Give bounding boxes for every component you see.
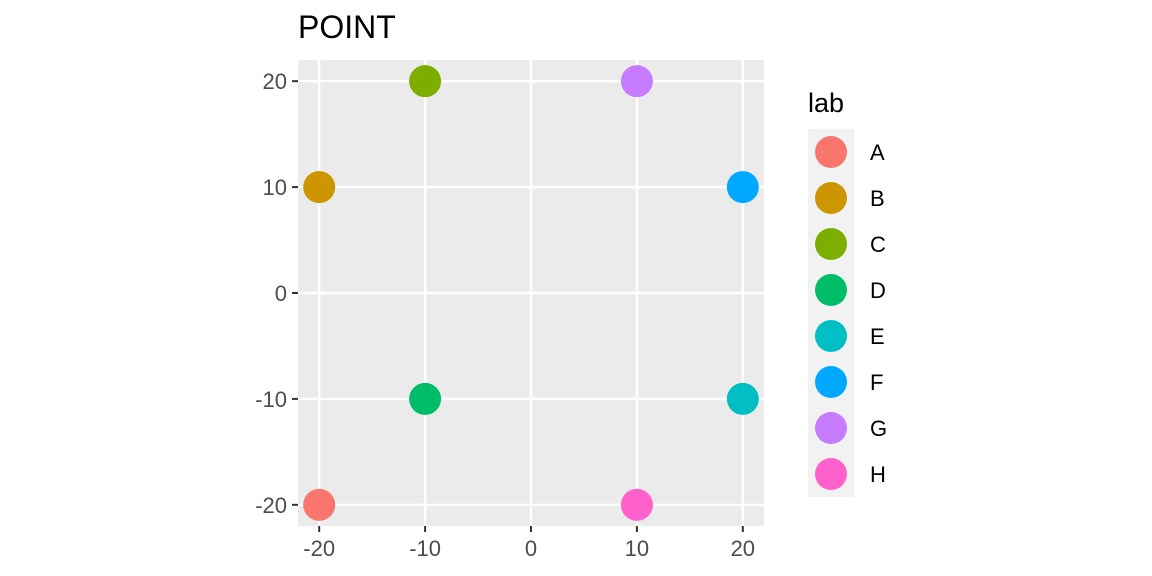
x-tick-label: 20 [731,536,755,561]
legend-label-f: F [870,370,883,395]
data-point-b [303,171,336,204]
legend-label-h: H [870,462,886,487]
legend-key-a [815,136,847,168]
legend-label-d: D [870,278,886,303]
x-tick-label: 0 [525,536,537,561]
y-tick-label: -20 [255,493,287,518]
data-point-c [409,65,442,98]
data-point-h [620,488,653,521]
y-tick-label: 0 [275,281,287,306]
x-tick-label: -20 [303,536,335,561]
legend-label-g: G [870,416,887,441]
legend-key-g [815,412,847,444]
data-point-a [303,488,336,521]
legend-title: lab [808,88,844,118]
legend-key-b [815,182,847,214]
x-tick-label: 10 [625,536,649,561]
legend-label-e: E [870,324,885,349]
x-tick-label: -10 [409,536,441,561]
legend-key-d [815,274,847,306]
data-point-g [620,65,653,98]
y-tick-label: 20 [263,69,287,94]
axes: -20 -10 0 10 20 -20 -10 0 10 20 [255,69,755,561]
data-point-e [726,382,759,415]
legend-label-b: B [870,186,885,211]
y-tick-label: 10 [263,175,287,200]
data-point-f [726,171,759,204]
legend-key-f [815,366,847,398]
legend-key-e [815,320,847,352]
chart-title: POINT [298,9,396,45]
legend-key-c [815,228,847,260]
data-point-d [409,382,442,415]
y-tick-label: -10 [255,387,287,412]
legend-label-a: A [870,140,885,165]
data-points [303,65,759,521]
grid-lines [298,60,764,526]
legend-label-c: C [870,232,886,257]
legend-key-h [815,458,847,490]
